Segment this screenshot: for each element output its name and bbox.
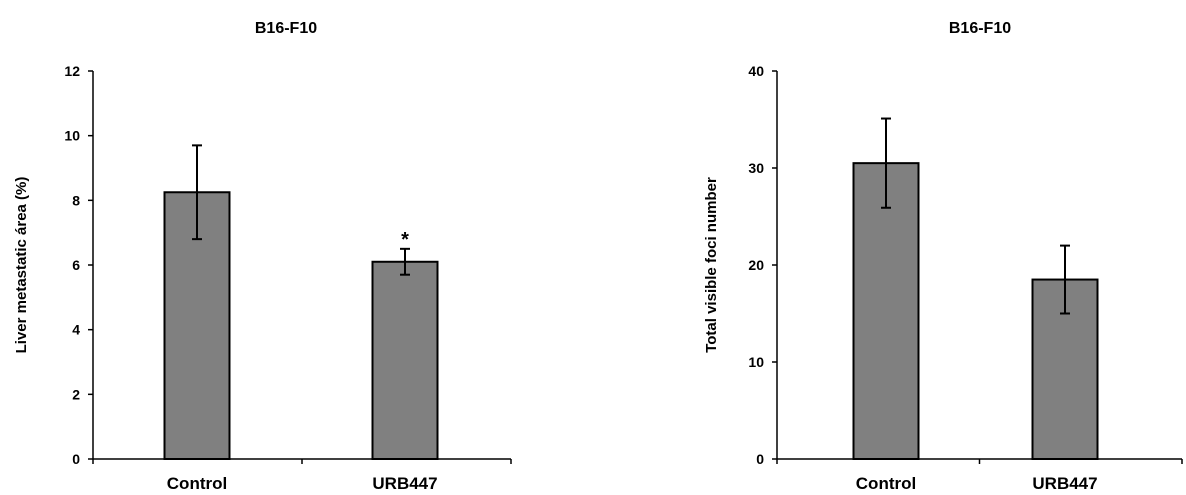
y-tick-label: 40: [748, 63, 764, 79]
x-category-label: Control: [167, 474, 227, 493]
y-tick-label: 10: [64, 128, 80, 144]
y-tick-label: 30: [748, 160, 764, 176]
y-tick-label: 4: [72, 322, 80, 338]
y-tick-label: 8: [72, 192, 80, 208]
y-tick-label: 0: [72, 451, 80, 467]
significance-marker: *: [401, 229, 409, 251]
x-category-label: URB447: [372, 474, 437, 493]
x-category-label: URB447: [1032, 474, 1097, 493]
chart-title: B16-F10: [255, 20, 317, 37]
y-tick-label: 20: [748, 257, 764, 273]
y-tick-label: 2: [72, 386, 80, 402]
y-axis-label: Liver metastatic área (%): [13, 177, 30, 354]
chart-1: B16-F10 Liver metastatic área (%) 0 2 4 6 8 10 1…: [13, 20, 512, 493]
chart-title: B16-F10: [949, 20, 1011, 37]
y-axis-label: Total visible foci number: [703, 177, 720, 353]
y-tick-label: 10: [748, 354, 764, 370]
y-tick-label: 0: [756, 451, 764, 467]
bar-urb447: [371, 260, 439, 460]
y-tick-label: 6: [72, 257, 80, 273]
bar-control: [852, 162, 920, 460]
y-tick-label: 12: [64, 63, 80, 79]
chart-2: B16-F10 Total visible foci number 0 10 20 30 4…: [703, 20, 1183, 493]
x-category-label: Control: [856, 474, 916, 493]
